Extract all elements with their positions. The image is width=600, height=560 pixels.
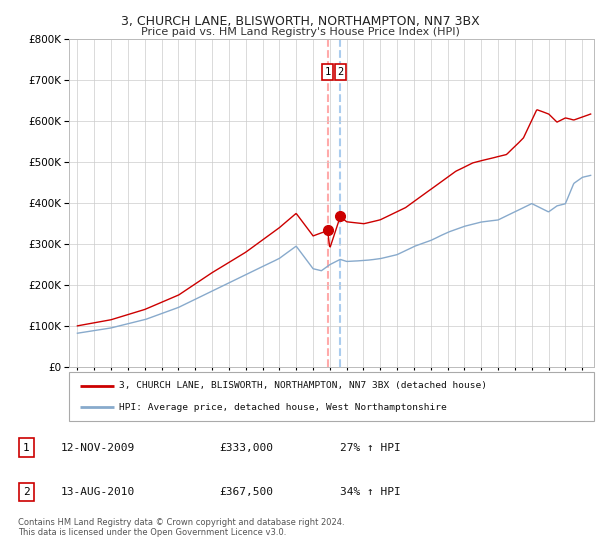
Text: 1: 1: [325, 67, 331, 77]
Text: £333,000: £333,000: [220, 443, 274, 452]
Text: 3, CHURCH LANE, BLISWORTH, NORTHAMPTON, NN7 3BX: 3, CHURCH LANE, BLISWORTH, NORTHAMPTON, …: [121, 15, 479, 27]
Text: 2: 2: [23, 487, 30, 497]
Text: £367,500: £367,500: [220, 487, 274, 497]
Text: 27% ↑ HPI: 27% ↑ HPI: [340, 443, 401, 452]
Text: 13-AUG-2010: 13-AUG-2010: [61, 487, 135, 497]
Text: 12-NOV-2009: 12-NOV-2009: [61, 443, 135, 452]
Text: 3, CHURCH LANE, BLISWORTH, NORTHAMPTON, NN7 3BX (detached house): 3, CHURCH LANE, BLISWORTH, NORTHAMPTON, …: [119, 381, 487, 390]
Text: 1: 1: [23, 443, 30, 452]
Text: 2: 2: [337, 67, 343, 77]
FancyBboxPatch shape: [69, 372, 594, 421]
Text: Contains HM Land Registry data © Crown copyright and database right 2024.
This d: Contains HM Land Registry data © Crown c…: [18, 518, 344, 538]
Text: Price paid vs. HM Land Registry's House Price Index (HPI): Price paid vs. HM Land Registry's House …: [140, 27, 460, 37]
Text: HPI: Average price, detached house, West Northamptonshire: HPI: Average price, detached house, West…: [119, 403, 446, 412]
Text: 34% ↑ HPI: 34% ↑ HPI: [340, 487, 401, 497]
